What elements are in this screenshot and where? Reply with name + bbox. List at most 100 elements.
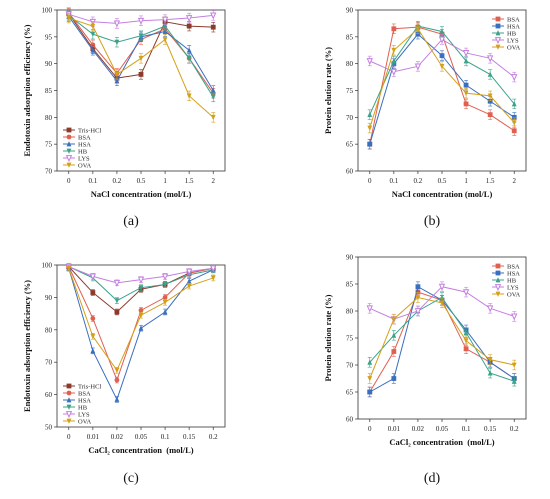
legend-swatch-marker	[66, 404, 72, 410]
legend-label: BSA	[78, 390, 91, 397]
y-tick-label: 65	[346, 389, 354, 397]
y-tick-label: 80	[346, 60, 354, 68]
legend-label: LYS	[78, 411, 90, 418]
data-point	[210, 87, 216, 93]
data-point	[367, 125, 373, 131]
legend-label: Tris-HCl	[78, 383, 101, 390]
legend-label: OVA	[507, 44, 521, 51]
data-point	[66, 265, 72, 272]
legend-swatch-marker	[66, 162, 72, 168]
legend-swatch-marker	[495, 270, 501, 276]
data-point	[162, 309, 168, 315]
x-tick-label: 0.15	[484, 425, 497, 433]
legend-swatch-marker	[66, 383, 72, 389]
y-axis-title: Endotoxin adsorption efficiency (%)	[22, 280, 32, 412]
legend-label: Tris-HCl	[78, 127, 101, 134]
y-tick-label: 65	[346, 141, 354, 149]
x-tick-label: 0.1	[88, 177, 97, 185]
data-point	[138, 33, 144, 39]
legend-label: LYS	[78, 155, 90, 162]
panel-3: 50 60 70 80 90 100 0 0.01 0.02 0.05 0.1 0.15 0.2 CaCl…	[22, 262, 226, 486]
y-tick-label: 90	[346, 7, 354, 15]
x-axis-title: CaCl₂ concentration (mol/L)	[389, 437, 494, 447]
data-point	[414, 308, 422, 316]
legend-label: HB	[507, 277, 517, 284]
y-axis-title: Endotoxin adsorption efficiency (%)	[22, 24, 32, 156]
data-point	[138, 325, 144, 331]
series-ova	[66, 265, 216, 374]
data-point	[438, 283, 446, 291]
x-tick-label: 1	[163, 177, 167, 185]
legend-label: HB	[507, 30, 517, 37]
legend-swatch-marker	[66, 418, 72, 424]
data-point	[486, 55, 494, 63]
data-point	[66, 15, 72, 21]
data-point	[511, 313, 518, 321]
legend-label: HSA	[78, 397, 91, 404]
legend-label: HB	[78, 148, 88, 155]
x-tick-label: 0.1	[161, 433, 170, 441]
legend-swatch-marker	[495, 277, 501, 283]
data-point	[487, 71, 493, 77]
data-point	[439, 63, 445, 70]
y-axis-title: Protein elution rate (%)	[323, 294, 333, 381]
x-tick-label: 0.5	[137, 177, 146, 185]
data-point	[210, 265, 217, 273]
data-point	[391, 316, 397, 322]
series-line	[369, 296, 515, 382]
legend-swatch-marker	[65, 155, 73, 163]
data-point	[90, 333, 96, 340]
x-tick-label: 0	[368, 425, 372, 433]
data-point	[391, 26, 397, 32]
series-ova	[66, 12, 216, 123]
data-point	[162, 295, 168, 300]
data-point	[462, 289, 470, 297]
legend-swatch-marker	[495, 23, 501, 29]
data-point	[415, 289, 421, 295]
legend-swatch-marker	[66, 148, 72, 154]
x-tick-label: 0.15	[183, 433, 196, 441]
y-tick-label: 90	[346, 254, 354, 262]
legend-swatch-marker	[494, 37, 502, 45]
data-point	[463, 82, 469, 88]
series-lys	[65, 263, 217, 287]
data-point	[415, 284, 421, 290]
x-tick-label: 0.1	[462, 425, 471, 433]
data-point	[210, 12, 217, 20]
data-point	[439, 294, 445, 300]
data-point	[391, 332, 397, 338]
x-tick-label: 0	[368, 177, 372, 185]
x-tick-label: 1.5	[486, 177, 495, 185]
x-tick-label: 0	[67, 177, 71, 185]
legend-swatch-marker	[65, 411, 73, 419]
data-point	[138, 312, 144, 319]
data-point	[114, 298, 120, 304]
data-point	[415, 295, 421, 301]
data-point	[210, 94, 216, 100]
legend-swatch-marker	[66, 134, 72, 140]
data-point	[463, 346, 469, 352]
data-point	[487, 93, 493, 99]
legend-swatch-marker	[495, 291, 501, 297]
panel-2: 60 65 70 75 80 85 90 0 0.1 0.2 0.5 1 1.5 2 NaCl concen…	[323, 7, 527, 229]
legend-swatch-marker	[495, 263, 501, 269]
x-tick-label: 0.5	[438, 177, 447, 185]
y-tick-label: 75	[45, 141, 53, 149]
data-point	[487, 370, 493, 376]
x-tick-label: 1	[464, 177, 468, 185]
x-tick-label: 0.02	[412, 425, 425, 433]
x-tick-label: 0.2	[510, 425, 519, 433]
legend-label: BSA	[78, 134, 91, 141]
data-point	[462, 50, 470, 58]
data-point	[89, 273, 97, 281]
x-tick-label: 1.5	[185, 177, 194, 185]
data-point	[162, 282, 168, 288]
data-point	[487, 112, 493, 118]
y-tick-label: 100	[42, 262, 53, 270]
legend-label: LYS	[507, 37, 519, 44]
data-point	[138, 55, 144, 62]
x-axis-title: NaCl concentration (mol/L)	[91, 189, 192, 199]
data-point	[367, 111, 373, 118]
